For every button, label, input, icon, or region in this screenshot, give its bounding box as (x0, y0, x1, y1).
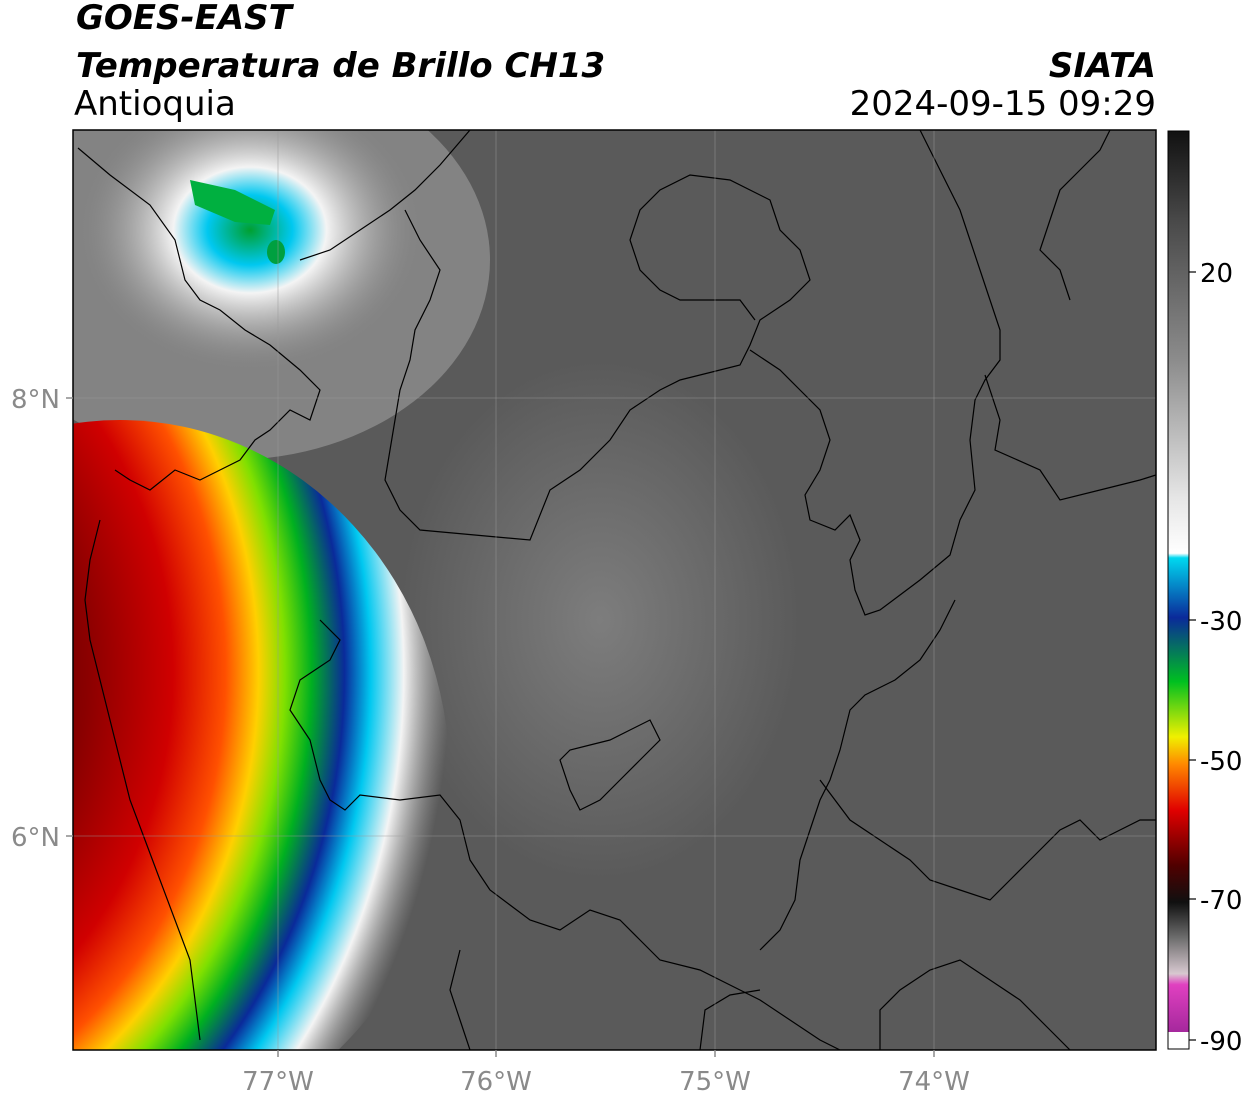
colorbar-label-20: 20 (1200, 259, 1233, 289)
satellite-image (73, 130, 1156, 1050)
lat-label-8n: 8°N (11, 385, 60, 415)
colorbar-label-neg70: -70 (1200, 886, 1242, 916)
map-frame (72, 129, 1157, 1051)
lon-label-74w: 74°W (898, 1067, 970, 1097)
colorbar-label-neg90: -90 (1200, 1027, 1242, 1057)
agency-label: SIATA (1048, 46, 1156, 86)
product-title: Temperatura de Brillo CH13 (76, 46, 606, 86)
colorbar-ticks (1189, 271, 1196, 1041)
axis-ticks (66, 397, 935, 1057)
map-borders (77, 130, 1156, 1050)
colorbar-min-cell (1168, 1032, 1189, 1049)
colorbar-label-neg30: -30 (1200, 607, 1242, 637)
colorbar-frame (1167, 130, 1190, 1050)
satellite-title: GOES-EAST (76, 0, 292, 38)
lon-label-76w: 76°W (460, 1067, 532, 1097)
colorbar (1168, 131, 1189, 1049)
lon-label-77w: 77°W (242, 1067, 314, 1097)
map-gridlines (73, 130, 1156, 1050)
colorbar-label-neg50: -50 (1200, 747, 1242, 777)
datetime-label: 2024-09-15 09:29 (849, 84, 1156, 124)
lat-label-6n: 6°N (11, 823, 60, 853)
region-label: Antioquia (74, 84, 236, 124)
lon-label-75w: 75°W (679, 1067, 751, 1097)
